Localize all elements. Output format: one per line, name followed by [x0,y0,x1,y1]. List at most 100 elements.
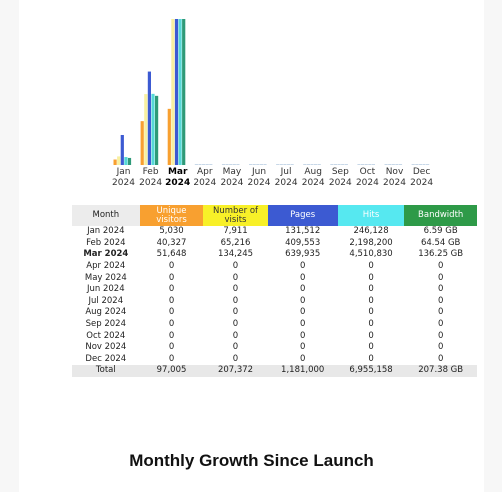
total-bandwidth: 207.38 GB [404,365,477,377]
bar-unique-visitors [330,164,334,165]
bar-unique-visitors [303,164,307,165]
total-pages: 1,181,000 [267,365,338,377]
cell-unique: 0 [168,295,175,306]
bar-bandwidth [182,19,186,165]
month-label-year: 2024 [383,178,406,188]
month-label-year: 2024 [220,178,244,188]
month-label: May 2024 [218,167,245,189]
cell-month: Apr 2024 [86,261,126,272]
bar-unique-visitors [140,121,144,165]
cell-visits: 0 [232,330,239,341]
monthly-stats-table: Month Unique visitors Number of visits P… [72,205,477,377]
cell-visits: 0 [232,307,239,318]
cell-unique: 0 [168,319,175,330]
header-pages: Pages [267,205,338,226]
cell-month: Dec 2024 [85,353,127,364]
month-label: Aug 2024 [300,167,327,189]
cell-month: Jan 2024 [87,226,125,237]
cell-month: Oct 2024 [86,330,126,341]
cell-pages: 0 [299,353,306,364]
table-header-row: Month Unique visitors Number of visits P… [72,205,477,226]
cell-pages: 0 [299,307,306,318]
bar-unique-visitors [113,159,117,165]
bar-hits [178,19,182,165]
header-number-of-visits: Number of visits [203,205,268,226]
cell-unique: 0 [168,353,175,364]
month-label: Sep 2024 [327,167,354,189]
table-row: Dec 2024 0 0 0 0 0 [72,354,477,366]
month-label-year: 2024 [247,178,271,188]
cell-pages: 0 [299,342,306,353]
chart-caption: Monthly Growth Since Launch [129,451,374,470]
bar-pages [120,134,124,165]
month-label-month: Feb [142,167,159,177]
cell-month: Jul 2024 [88,295,124,306]
month-label-month: Jan [116,167,131,177]
cell-visits: 0 [232,272,239,283]
cell-visits: 0 [232,261,239,272]
bar-bandwidth [426,164,430,165]
bar-number-of-visits [279,164,283,165]
bar-hits [151,93,155,165]
month-label-month: Jun [251,167,267,177]
stats-card: Jan 2024 Feb 2024 Mar 2024 Apr 2024 May 2024 Jun 20… [19,0,484,492]
bar-hits [314,164,318,165]
bar-bandwidth [263,164,267,165]
month-label: Oct 2024 [354,167,381,189]
cell-month: Feb 2024 [86,237,126,248]
cell-unique: 0 [168,261,175,272]
table-row: Apr 2024 0 0 0 0 0 [72,261,477,273]
bar-bandwidth [317,164,321,165]
total-label: Total [72,365,140,377]
cell-hits: 0 [368,319,374,330]
bar-number-of-visits [252,164,256,165]
table-row: Aug 2024 0 0 0 0 0 [72,307,477,319]
cell-pages: 0 [299,272,306,283]
bar-bandwidth [127,157,132,165]
month-label-month: Dec [412,167,431,177]
month-label-month: May [222,167,242,177]
month-label: Nov 2024 [381,167,408,189]
bar-number-of-visits [171,19,175,165]
bar-unique-visitors [276,164,280,165]
cell-visits: 7,911 [223,226,248,237]
bar-pages [310,164,314,165]
bar-pages [147,71,151,165]
cell-month: Mar 2024 [83,249,129,260]
table-row: Jan 2024 5,030 7,911 131,512 246,128 6.59 GB [72,226,477,238]
bar-hits [395,164,399,165]
table-total-row: Total 97,005 207,372 1,181,000 6,955,158… [72,365,477,377]
month-label-month: Sep [331,167,349,177]
cell-month: Aug 2024 [85,307,127,318]
cell-bandwidth: 6.59 GB [423,226,458,237]
cell-pages: 639,935 [285,249,321,260]
month-label-year: 2024 [410,178,434,188]
month-label-year: 2024 [301,178,325,188]
cell-hits: 0 [368,295,374,306]
cell-visits: 134,245 [217,249,254,260]
table-row: Mar 2024 51,648 134,245 639,935 4,510,830 136… [72,249,477,261]
cell-visits: 0 [232,319,239,330]
header-hits: Hits [337,205,405,226]
bar-unique-visitors [249,164,253,165]
bar-number-of-visits [144,94,148,165]
month-label-month: Nov [385,167,404,177]
cell-hits: 2,198,200 [349,237,393,248]
cell-bandwidth: 0 [437,261,444,272]
header-month: Month [72,205,140,226]
month-label-year: 2024 [193,178,217,188]
table-row: Sep 2024 0 0 0 0 0 [72,319,477,331]
table-row: Feb 2024 40,327 65,216 409,553 2,198,200 64.5… [72,238,477,250]
cell-hits: 0 [368,330,374,341]
cell-month: May 2024 [84,272,127,283]
cell-hits: 0 [368,353,374,364]
cell-bandwidth: 0 [437,272,444,283]
bar-hits [341,164,345,165]
header-bandwidth: Bandwidth [404,205,477,226]
month-label-month: Mar [167,167,188,177]
bar-pages [202,164,206,165]
bar-number-of-visits [361,164,365,165]
total-visits: 207,372 [203,365,268,377]
month-label: Dec 2024 [408,167,435,189]
month-label: Feb 2024 [137,167,164,189]
